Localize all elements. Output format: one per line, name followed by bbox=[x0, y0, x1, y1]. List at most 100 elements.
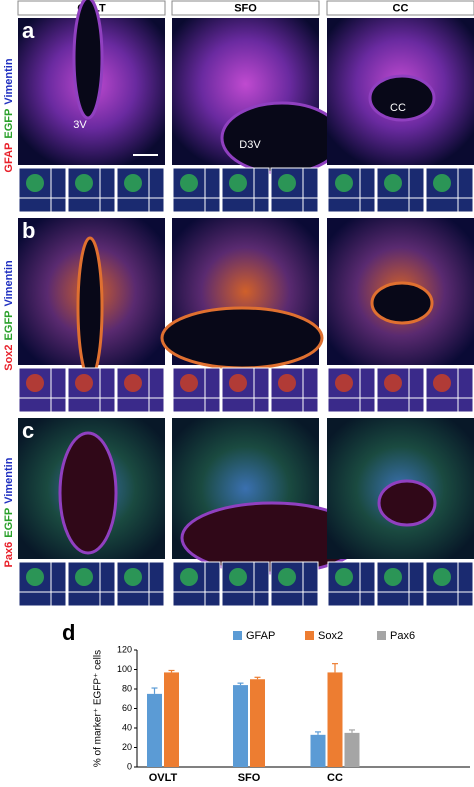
orthogonal-view bbox=[221, 561, 270, 607]
orthogonal-view bbox=[270, 561, 319, 607]
marker-name: Pax6 bbox=[3, 542, 15, 568]
orthogonal-view bbox=[425, 367, 474, 413]
y-tick-label: 100 bbox=[117, 664, 132, 674]
marker-name: Vimentin bbox=[3, 457, 15, 504]
orthogonal-view bbox=[67, 561, 116, 607]
orthogonal-view bbox=[172, 367, 221, 413]
cell bbox=[26, 374, 44, 392]
cell bbox=[433, 374, 451, 392]
orthogonal-view bbox=[116, 561, 165, 607]
marker-label: Sox2 EGFP Vimentin bbox=[3, 260, 15, 371]
cell bbox=[75, 174, 93, 192]
bar bbox=[250, 679, 265, 767]
cell bbox=[433, 174, 451, 192]
cell bbox=[180, 374, 198, 392]
cell bbox=[75, 568, 93, 586]
column-header-box bbox=[326, 0, 474, 16]
cell bbox=[26, 174, 44, 192]
error-bar bbox=[254, 676, 261, 680]
marker-name: Vimentin bbox=[3, 260, 15, 307]
marker-name: Sox2 bbox=[3, 344, 15, 370]
x-tick-label: SFO bbox=[238, 772, 261, 784]
y-tick-label: 60 bbox=[122, 703, 132, 713]
ventricle-lumen bbox=[377, 479, 437, 527]
cell bbox=[26, 568, 44, 586]
error-bar bbox=[315, 731, 321, 735]
cell bbox=[180, 174, 198, 192]
cell bbox=[124, 174, 142, 192]
bar bbox=[164, 672, 179, 767]
marker-name: GFAP bbox=[3, 143, 15, 173]
y-axis-label: % of marker⁺ EGFP⁺ cells bbox=[93, 650, 104, 767]
cell bbox=[384, 374, 402, 392]
cell bbox=[278, 568, 296, 586]
image-panels: OVLTSFOCCaGFAPEGFPVimentin3VD3VCCbSox2EG… bbox=[3, 0, 474, 607]
marker-label: Pax6 EGFP Vimentin bbox=[3, 457, 15, 567]
panel-letter: d bbox=[62, 620, 75, 645]
panel-letter: a bbox=[22, 18, 35, 43]
bar bbox=[147, 693, 162, 767]
ventricle-lumen bbox=[368, 74, 436, 122]
orthogonal-view bbox=[327, 367, 376, 413]
cell bbox=[384, 568, 402, 586]
cell bbox=[180, 568, 198, 586]
marker-name: Vimentin bbox=[3, 58, 15, 105]
x-tick-label: CC bbox=[327, 772, 343, 784]
orthogonal-view bbox=[67, 367, 116, 413]
legend-swatch bbox=[377, 631, 386, 640]
y-tick-label: 80 bbox=[122, 683, 132, 693]
legend-swatch bbox=[305, 631, 314, 640]
marker-label: GFAP EGFP Vimentin bbox=[3, 58, 15, 172]
orthogonal-view bbox=[18, 167, 67, 213]
x-tick-label: OVLT bbox=[149, 772, 178, 784]
legend-label: Sox2 bbox=[318, 630, 343, 642]
bar bbox=[327, 672, 343, 767]
ventricle-lumen bbox=[76, 236, 104, 380]
cell bbox=[124, 568, 142, 586]
ventricle-lumen bbox=[160, 306, 324, 370]
y-tick-label: 40 bbox=[122, 722, 132, 732]
orthogonal-view bbox=[172, 167, 221, 213]
orthogonal-view bbox=[376, 561, 425, 607]
cell bbox=[229, 374, 247, 392]
y-tick-label: 0 bbox=[127, 761, 132, 771]
ventricle-lumen bbox=[370, 281, 434, 325]
legend-label: Pax6 bbox=[390, 630, 415, 642]
cell bbox=[335, 174, 353, 192]
cell bbox=[433, 568, 451, 586]
cell bbox=[229, 174, 247, 192]
orthogonal-view bbox=[270, 367, 319, 413]
orthogonal-view bbox=[116, 367, 165, 413]
cell bbox=[278, 374, 296, 392]
ventricle-lumen bbox=[58, 431, 118, 555]
orthogonal-view bbox=[221, 367, 270, 413]
orthogonal-view bbox=[18, 561, 67, 607]
orthogonal-view bbox=[67, 167, 116, 213]
marker-name: EGFP bbox=[3, 508, 15, 538]
cell bbox=[335, 568, 353, 586]
region-label: D3V bbox=[239, 139, 261, 151]
column-header-box bbox=[171, 0, 320, 16]
cell bbox=[278, 174, 296, 192]
orthogonal-view bbox=[172, 561, 221, 607]
error-bar bbox=[332, 663, 338, 673]
legend-swatch bbox=[233, 631, 242, 640]
ventricle-lumen bbox=[72, 0, 104, 120]
orthogonal-view bbox=[425, 167, 474, 213]
orthogonal-view bbox=[270, 167, 319, 213]
orthogonal-view bbox=[327, 167, 376, 213]
marker-name: EGFP bbox=[3, 311, 15, 341]
panel-letter: b bbox=[22, 218, 35, 243]
orthogonal-view bbox=[116, 167, 165, 213]
cell bbox=[229, 568, 247, 586]
orthogonal-view bbox=[18, 367, 67, 413]
orthogonal-view bbox=[376, 367, 425, 413]
column-header: SFO bbox=[234, 2, 257, 14]
region-label: CC bbox=[390, 102, 406, 114]
error-bar bbox=[237, 682, 244, 686]
panel-letter: c bbox=[22, 418, 34, 443]
bar-chart: d % of marker⁺ EGFP⁺ cells 0 20 40 60 80 100 120… bbox=[62, 620, 470, 784]
y-tick-label: 120 bbox=[117, 644, 132, 654]
orthogonal-view bbox=[327, 561, 376, 607]
